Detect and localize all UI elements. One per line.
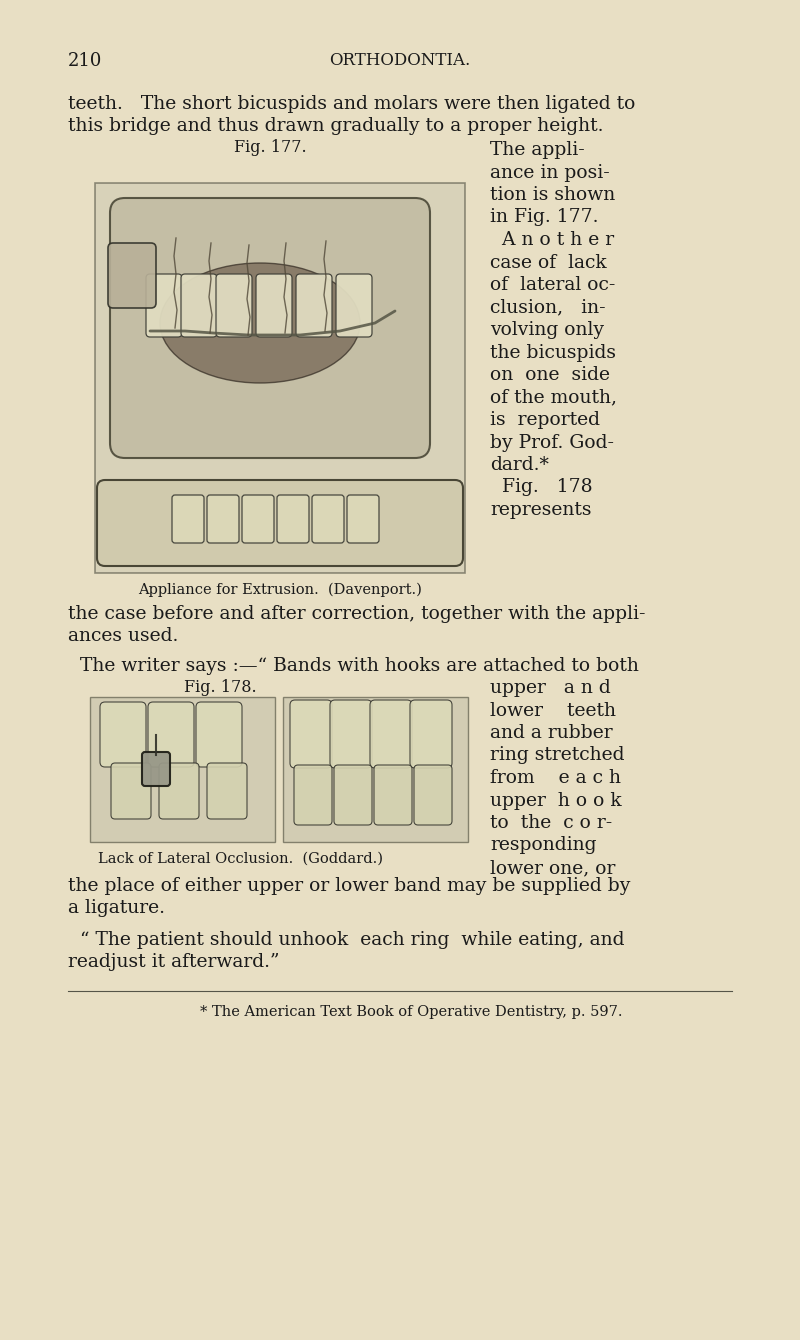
Text: of the mouth,: of the mouth,: [490, 389, 617, 406]
Text: from    e a c h: from e a c h: [490, 769, 621, 787]
FancyBboxPatch shape: [374, 765, 412, 825]
FancyBboxPatch shape: [207, 494, 239, 543]
Text: case of  lack: case of lack: [490, 253, 606, 272]
FancyBboxPatch shape: [110, 198, 430, 458]
Text: clusion,   in-: clusion, in-: [490, 299, 606, 316]
FancyBboxPatch shape: [410, 699, 452, 768]
FancyBboxPatch shape: [334, 765, 372, 825]
Text: lower    teeth: lower teeth: [490, 702, 616, 720]
FancyBboxPatch shape: [146, 273, 182, 336]
Text: on  one  side: on one side: [490, 366, 610, 385]
FancyBboxPatch shape: [290, 699, 332, 768]
Text: “ The patient should unhook  each ring  while eating, and: “ The patient should unhook each ring wh…: [68, 931, 625, 949]
Text: by Prof. God-: by Prof. God-: [490, 434, 614, 452]
Text: 210: 210: [68, 52, 102, 70]
Text: Fig. 177.: Fig. 177.: [234, 139, 306, 155]
FancyBboxPatch shape: [370, 699, 412, 768]
Text: Fig. 178.: Fig. 178.: [184, 679, 256, 695]
FancyBboxPatch shape: [277, 494, 309, 543]
Text: A n o t h e r: A n o t h e r: [490, 230, 614, 249]
FancyBboxPatch shape: [95, 184, 465, 574]
Text: the place of either upper or lower band may be supplied by: the place of either upper or lower band …: [68, 876, 630, 895]
FancyBboxPatch shape: [207, 762, 247, 819]
Text: to  the  c o r-: to the c o r-: [490, 813, 612, 832]
FancyBboxPatch shape: [256, 273, 292, 336]
Text: ance in posi-: ance in posi-: [490, 163, 610, 181]
FancyBboxPatch shape: [111, 762, 151, 819]
FancyBboxPatch shape: [108, 243, 156, 308]
FancyBboxPatch shape: [296, 273, 332, 336]
FancyBboxPatch shape: [100, 702, 146, 766]
FancyBboxPatch shape: [294, 765, 332, 825]
Text: The appli-: The appli-: [490, 141, 585, 159]
Text: represents: represents: [490, 501, 591, 519]
Text: upper   a n d: upper a n d: [490, 679, 610, 697]
FancyBboxPatch shape: [216, 273, 252, 336]
FancyBboxPatch shape: [242, 494, 274, 543]
Text: the bicuspids: the bicuspids: [490, 343, 616, 362]
Text: of  lateral oc-: of lateral oc-: [490, 276, 615, 293]
Text: ring stretched: ring stretched: [490, 746, 625, 765]
Text: lower one, or: lower one, or: [490, 859, 615, 876]
Text: readjust it afterward.”: readjust it afterward.”: [68, 953, 279, 972]
Text: teeth.   The short bicuspids and molars were then ligated to: teeth. The short bicuspids and molars we…: [68, 95, 635, 113]
FancyBboxPatch shape: [148, 702, 194, 766]
FancyBboxPatch shape: [347, 494, 379, 543]
FancyBboxPatch shape: [283, 697, 468, 842]
Text: is  reported: is reported: [490, 411, 600, 429]
Text: Fig.   178: Fig. 178: [490, 478, 593, 497]
FancyBboxPatch shape: [172, 494, 204, 543]
FancyBboxPatch shape: [142, 752, 170, 787]
Text: Appliance for Extrusion.  (Davenport.): Appliance for Extrusion. (Davenport.): [138, 583, 422, 598]
Text: volving only: volving only: [490, 322, 604, 339]
Text: upper  h o o k: upper h o o k: [490, 792, 622, 809]
FancyBboxPatch shape: [196, 702, 242, 766]
FancyBboxPatch shape: [312, 494, 344, 543]
Text: tion is shown: tion is shown: [490, 186, 615, 204]
Text: a ligature.: a ligature.: [68, 899, 165, 917]
FancyBboxPatch shape: [90, 697, 275, 842]
FancyBboxPatch shape: [159, 762, 199, 819]
FancyBboxPatch shape: [97, 480, 463, 565]
Text: this bridge and thus drawn gradually to a proper height.: this bridge and thus drawn gradually to …: [68, 117, 603, 135]
FancyBboxPatch shape: [181, 273, 217, 336]
Text: * The American Text Book of Operative Dentistry, p. 597.: * The American Text Book of Operative De…: [200, 1005, 622, 1018]
Text: the case before and after correction, together with the appli-: the case before and after correction, to…: [68, 604, 646, 623]
FancyBboxPatch shape: [414, 765, 452, 825]
Text: in Fig. 177.: in Fig. 177.: [490, 209, 598, 226]
FancyBboxPatch shape: [330, 699, 372, 768]
Text: and a rubber: and a rubber: [490, 724, 613, 742]
Text: ances used.: ances used.: [68, 627, 178, 645]
Text: The writer says :—“ Bands with hooks are attached to both: The writer says :—“ Bands with hooks are…: [68, 657, 639, 675]
Ellipse shape: [160, 263, 360, 383]
Text: Lack of Lateral Occlusion.  (Goddard.): Lack of Lateral Occlusion. (Goddard.): [98, 852, 382, 866]
Text: dard.*: dard.*: [490, 456, 549, 474]
Text: responding: responding: [490, 836, 597, 855]
FancyBboxPatch shape: [336, 273, 372, 336]
Text: ORTHODONTIA.: ORTHODONTIA.: [330, 52, 470, 68]
